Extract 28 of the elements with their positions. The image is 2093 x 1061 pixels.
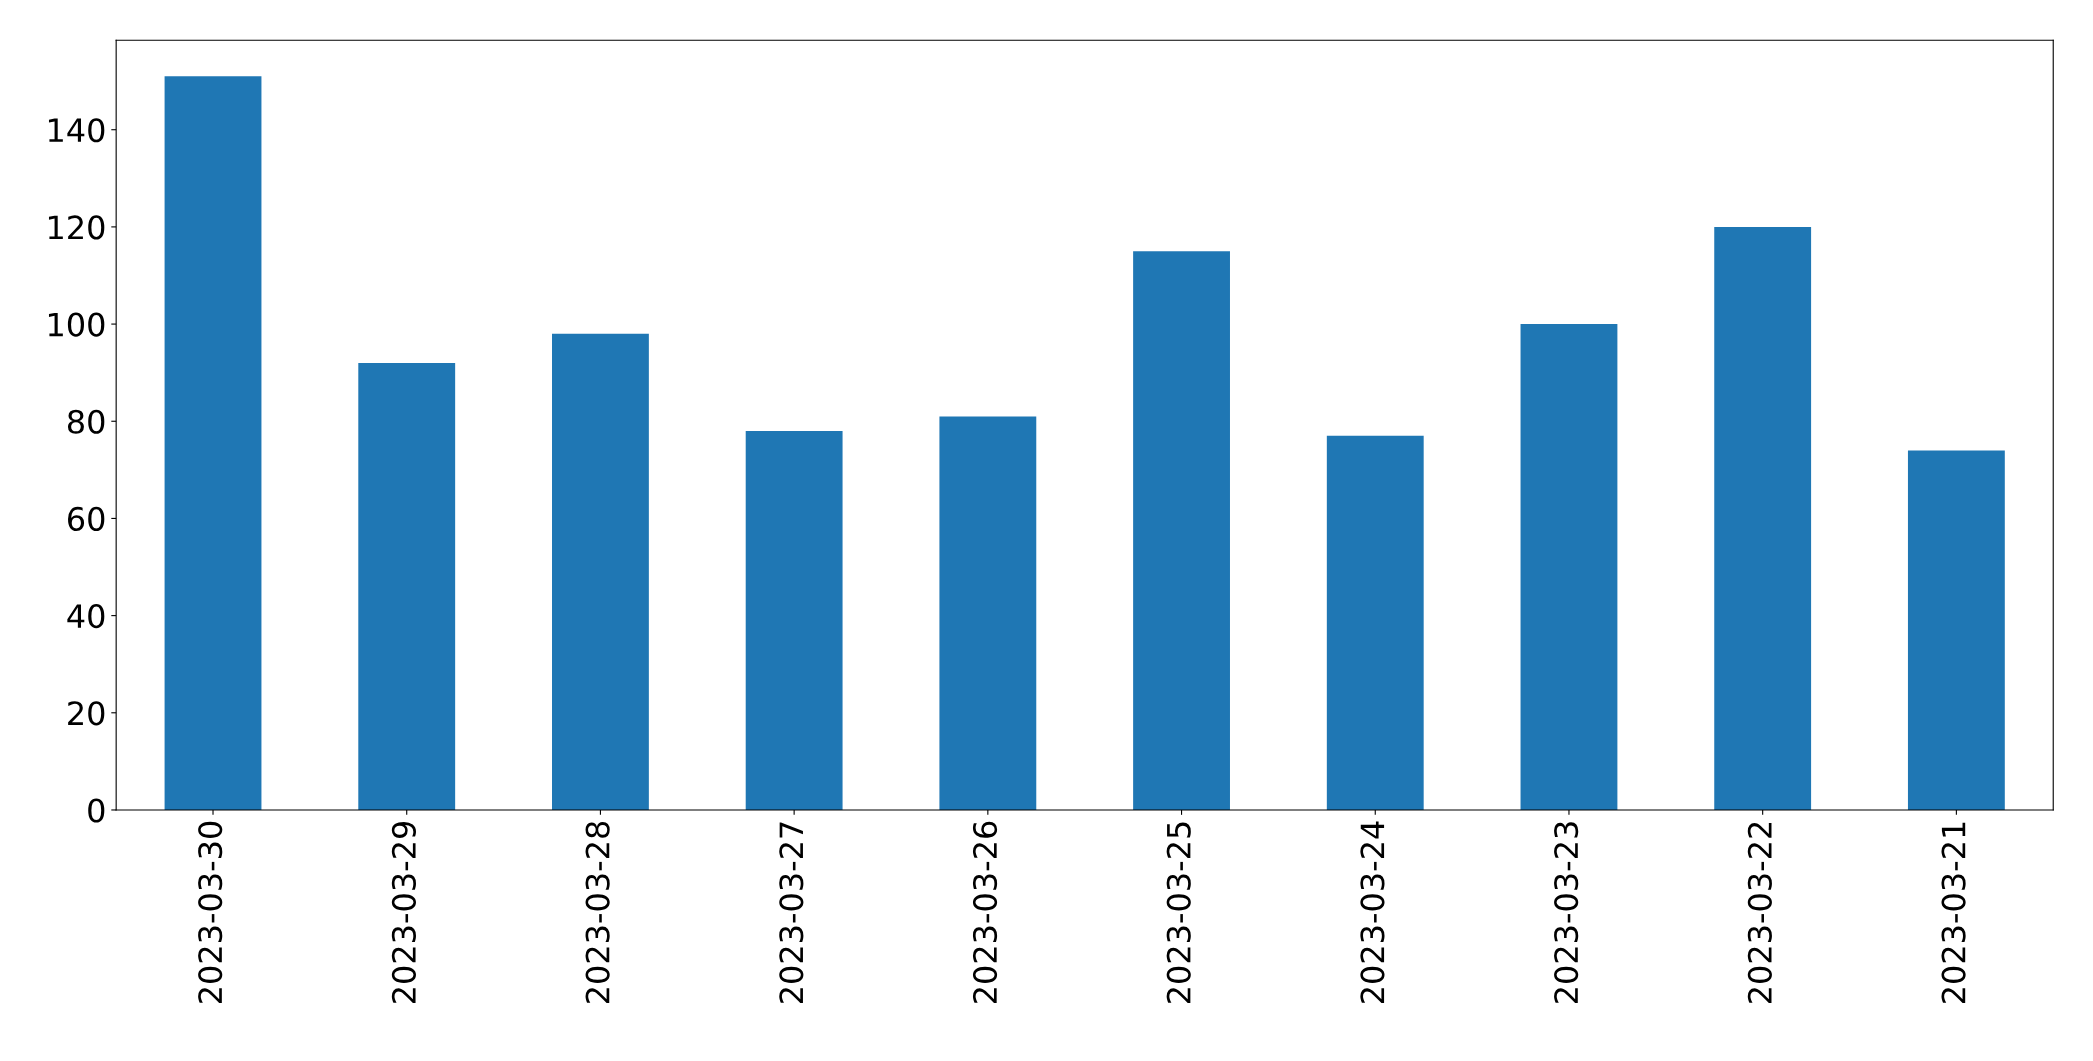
x-tick-label: 2023-03-30	[198, 821, 223, 1003]
y-tick-label: 40	[67, 604, 105, 629]
x-tick-label: 2023-03-26	[972, 821, 998, 1003]
y-tick-label: 60	[68, 506, 105, 532]
bar	[1133, 251, 1230, 810]
x-tick-label: 2023-03-22	[1747, 822, 1772, 1003]
x-tick-label: 2023-03-21	[1941, 822, 1966, 1003]
y-tick-label: 120	[48, 215, 105, 240]
x-tick-label: 2023-03-25	[1166, 822, 1191, 1003]
y-tick-label: 80	[67, 409, 105, 434]
y-tick-label: 140	[48, 118, 105, 143]
bar	[745, 430, 843, 810]
y-tick-label: 20	[68, 701, 105, 726]
bar	[164, 76, 262, 810]
bar	[552, 333, 649, 810]
y-tick-label: 0	[88, 798, 105, 823]
bar	[939, 416, 1037, 810]
x-tick-label: 2023-03-28	[585, 821, 610, 1003]
x-tick-label: 2023-03-27	[779, 822, 804, 1003]
x-tick-label: 2023-03-29	[391, 821, 416, 1003]
bar	[358, 362, 456, 810]
y-tick-label: 100	[48, 312, 105, 337]
bar	[1326, 435, 1424, 810]
x-tick-label: 2023-03-23	[1554, 822, 1579, 1003]
x-tick-label: 2023-03-24	[1360, 821, 1385, 1003]
bar	[1520, 324, 1618, 810]
bar	[1714, 226, 1812, 810]
bar	[1907, 450, 2005, 810]
